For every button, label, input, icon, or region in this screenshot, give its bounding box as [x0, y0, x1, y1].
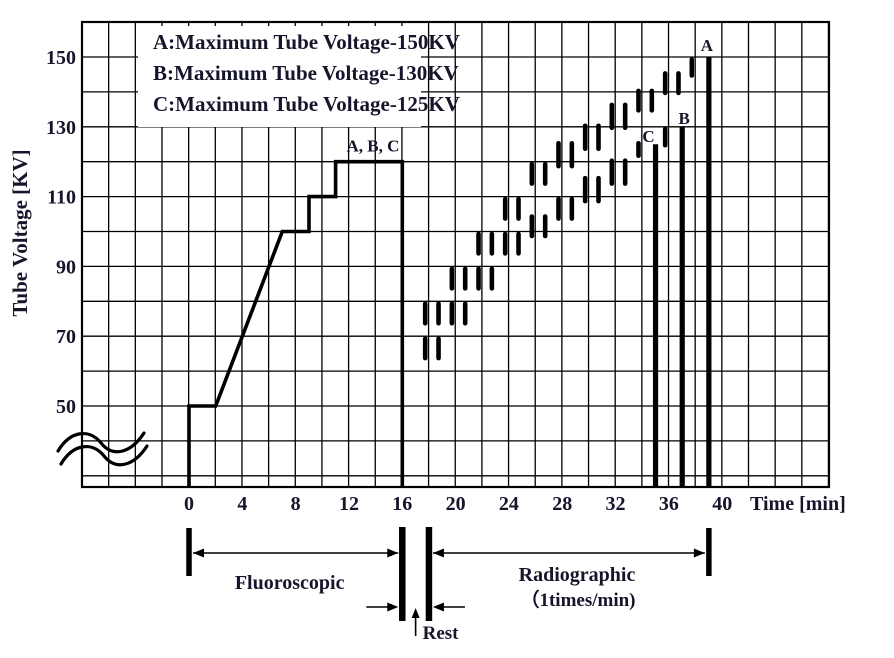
axis-break-icon — [56, 431, 149, 467]
x-tick-label: 4 — [237, 493, 247, 515]
fluoroscopic-arrowhead-right — [387, 548, 399, 558]
axis-break-wave-bottom — [59, 444, 149, 467]
fluoroscopic-curve — [187, 159, 405, 487]
radiographic-arrowhead-right — [693, 548, 705, 558]
curve-label-abc: A, B, C — [347, 137, 400, 156]
y-tick-label: 70 — [56, 326, 76, 348]
max-line-label-b: B — [679, 109, 690, 128]
rest-arrowhead-left — [387, 602, 399, 612]
x-tick-label: 12 — [339, 493, 359, 515]
x-axis-title: Time [min] — [750, 493, 846, 515]
y-tick-label: 150 — [46, 47, 76, 69]
phase-label-radiographic: Radiographic — [519, 564, 636, 586]
radiographic-arrowhead-left — [432, 548, 444, 558]
x-tick-label: 40 — [712, 493, 732, 515]
legend-box — [138, 26, 421, 127]
y-axis-title: Tube Voltage [KV] — [8, 149, 32, 316]
rest-arrowhead-right — [432, 602, 444, 612]
rest-label: Rest — [423, 623, 460, 644]
axis-break-wave-top — [56, 431, 146, 454]
y-tick-label: 50 — [56, 396, 76, 418]
x-tick-label: 36 — [659, 493, 679, 515]
fluoroscopic-arrowhead-left — [193, 548, 204, 558]
x-tick-label: 24 — [499, 493, 519, 515]
legend-line-b: B:Maximum Tube Voltage-130KV — [153, 61, 459, 85]
phase-annotation: Fluoroscopic Radiographic（1times/min) Rest — [186, 527, 712, 644]
phase-label-fluoroscopic: Fluoroscopic — [235, 572, 345, 594]
x-tick-label: 32 — [606, 493, 626, 515]
phase-label-radiographic-rate: （1times/min) — [520, 588, 635, 611]
x-tick-label: 28 — [552, 493, 572, 515]
x-tick-label: 8 — [291, 493, 301, 515]
plot-border — [80, 20, 831, 489]
x-tick-label: 16 — [392, 493, 412, 515]
x-tick-label: 0 — [184, 493, 194, 515]
legend-line-c: C:Maximum Tube Voltage-125KV — [153, 92, 460, 116]
legend-line-a: A:Maximum Tube Voltage-150KV — [153, 30, 460, 54]
max-line-label-c: C — [642, 127, 654, 146]
y-tick-label: 110 — [47, 187, 76, 209]
radiographic-dashes — [422, 57, 695, 361]
y-tick-label: 130 — [46, 117, 76, 139]
max-line-label-a: A — [701, 36, 714, 55]
y-tick-label: 90 — [56, 256, 76, 278]
x-tick-label: 20 — [446, 493, 466, 515]
rest-pointer-arrowhead — [411, 608, 420, 618]
